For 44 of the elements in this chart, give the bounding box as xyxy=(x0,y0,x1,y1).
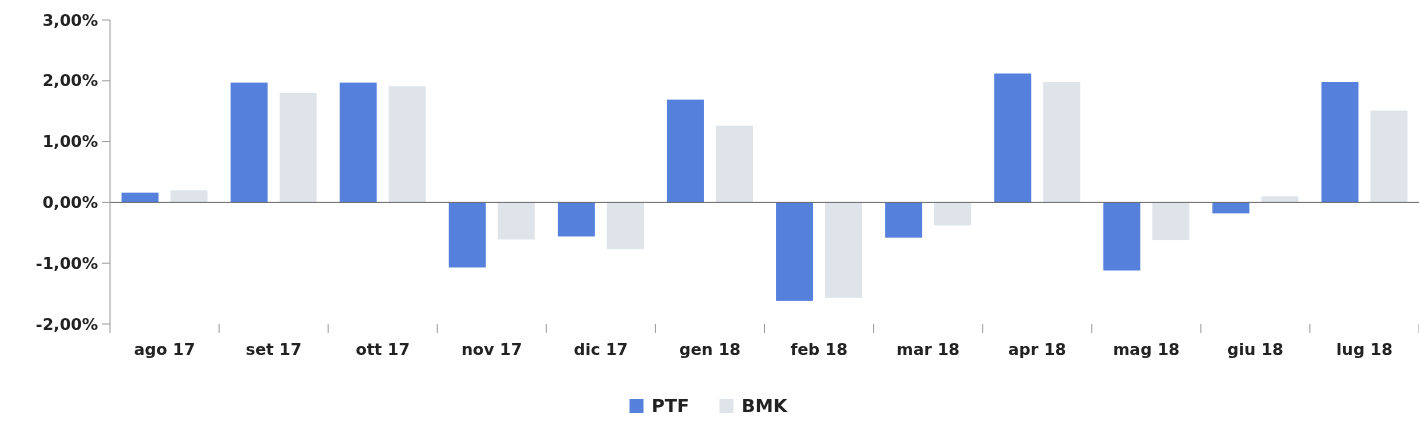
y-tick-label: -2,00% xyxy=(35,314,98,334)
y-tick-label: 0,00% xyxy=(42,193,98,212)
bar xyxy=(1321,82,1359,203)
bar xyxy=(279,92,317,203)
x-tick-label: ago 17 xyxy=(134,340,196,359)
legend-label: PTF xyxy=(651,395,690,416)
bar xyxy=(715,125,753,203)
bar xyxy=(994,73,1032,203)
y-tick-label: 2,00% xyxy=(42,71,98,91)
x-tick-label: mar 18 xyxy=(896,340,960,359)
bar xyxy=(1043,82,1081,203)
x-tick-label: lug 18 xyxy=(1336,340,1393,359)
bar xyxy=(448,202,486,268)
x-tick-label: dic 17 xyxy=(573,340,629,359)
bar xyxy=(885,202,923,238)
x-tick-label: apr 18 xyxy=(1008,340,1067,359)
bar xyxy=(1370,110,1408,203)
bar xyxy=(388,86,426,203)
x-tick-label: mag 18 xyxy=(1112,340,1180,359)
bar xyxy=(1212,202,1250,214)
bar xyxy=(1152,202,1190,241)
bar xyxy=(1261,196,1299,203)
y-tick-label: 3,00% xyxy=(42,10,98,30)
x-tick-label: feb 18 xyxy=(790,340,848,359)
bar xyxy=(776,202,814,301)
bar xyxy=(497,202,535,240)
bar xyxy=(170,190,208,203)
bar xyxy=(557,202,595,237)
x-tick-label: nov 17 xyxy=(461,340,523,359)
bar xyxy=(606,202,644,250)
y-tick-label: 1,00% xyxy=(42,132,98,152)
x-tick-label: ott 17 xyxy=(355,340,410,359)
x-tick-label: set 17 xyxy=(245,340,302,359)
bar xyxy=(934,202,972,226)
bar xyxy=(666,99,704,203)
bar xyxy=(230,82,268,203)
x-tick-label: giu 18 xyxy=(1227,340,1284,359)
x-tick-label: gen 18 xyxy=(679,340,741,359)
y-tick-label: -1,00% xyxy=(35,253,98,273)
legend-label: BMK xyxy=(741,395,789,416)
bar xyxy=(339,82,377,203)
bar xyxy=(1103,202,1141,271)
bar xyxy=(121,192,159,203)
bar xyxy=(825,202,863,298)
